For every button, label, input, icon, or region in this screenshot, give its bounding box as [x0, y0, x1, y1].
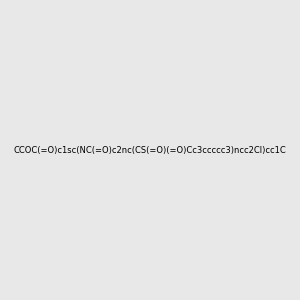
Text: CCOC(=O)c1sc(NC(=O)c2nc(CS(=O)(=O)Cc3ccccc3)ncc2Cl)cc1C: CCOC(=O)c1sc(NC(=O)c2nc(CS(=O)(=O)Cc3ccc… — [14, 146, 286, 154]
